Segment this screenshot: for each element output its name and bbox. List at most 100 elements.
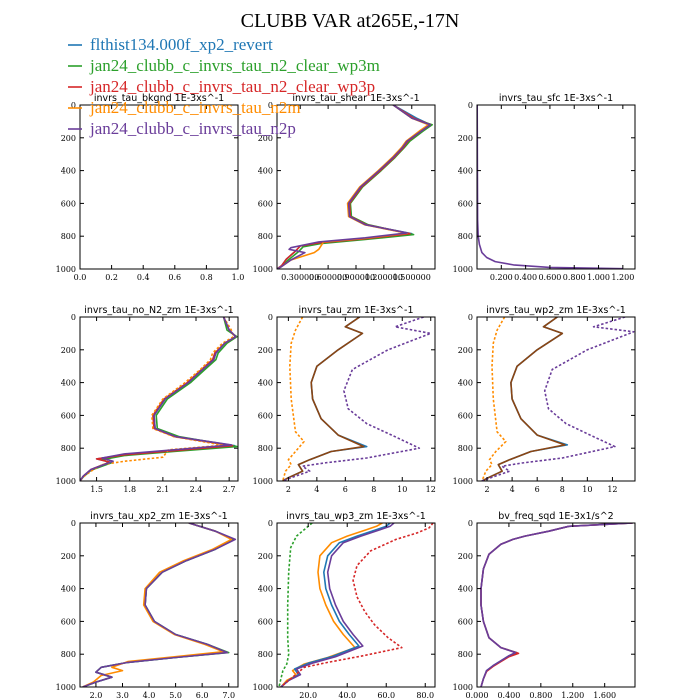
y-tick-label: 0: [468, 519, 473, 528]
y-tick-label: 800: [458, 444, 473, 453]
x-tick-label: 2: [484, 485, 489, 494]
y-tick-label: 1000: [453, 265, 473, 274]
panel-invrs-tau-zm: invrs_tau_zm 1E-3xs^-1 0 200 400 600 800 1000 2…: [253, 305, 436, 494]
panel-title: invrs_tau_shear 1E-3xs^-1: [292, 93, 419, 104]
x-tick-label: 2.0: [90, 691, 103, 700]
y-tick-label: 800: [458, 232, 473, 241]
series-line-1: [280, 523, 383, 687]
y-tick-label: 400: [458, 167, 473, 176]
series-line-0: [480, 523, 633, 687]
x-tick-label: 0.300000: [281, 273, 319, 282]
y-tick-label: 600: [61, 411, 76, 420]
panel-title: bv_freq_sqd 1E-3x1/s^2: [498, 511, 613, 522]
panel-invrs-tau-xp2-zm: invrs_tau_xp2_zm 1E-3xs^-1 0 200 400 600 800 1…: [56, 511, 239, 700]
series-line-0: [278, 523, 313, 687]
legend-entry: jan24_clubb_c_invrs_tau_n2m: [89, 98, 301, 117]
x-tick-label: 3.0: [116, 691, 129, 700]
y-tick-label: 0: [468, 101, 473, 110]
x-tick-label: 1.0: [232, 273, 245, 282]
figure-title: CLUBB VAR at265E,-17N: [241, 10, 460, 32]
y-tick-label: 1000: [453, 477, 473, 486]
panel-title: invrs_tau_wp2_zm 1E-3xs^-1: [486, 305, 626, 316]
x-tick-label: 1.200: [611, 273, 634, 282]
y-tick-label: 1000: [253, 477, 273, 486]
legend-entry: flthist134.000f_xp2_revert: [90, 35, 273, 54]
series-line-1: [481, 317, 569, 481]
y-tick-label: 200: [61, 346, 76, 355]
series-line-0: [277, 105, 432, 269]
series-line-3: [280, 523, 395, 687]
x-tick-label: 0.0: [74, 273, 87, 282]
y-tick-label: 1000: [253, 265, 273, 274]
y-tick-label: 600: [258, 617, 273, 626]
series-line-2: [277, 105, 432, 269]
x-tick-label: 0.2: [105, 273, 118, 282]
x-tick-label: 12: [426, 485, 436, 494]
y-tick-label: 400: [61, 167, 76, 176]
y-tick-label: 200: [458, 346, 473, 355]
series-line-3: [277, 105, 430, 269]
panel-title: invrs_tau_bkgnd 1E-3xs^-1: [94, 93, 224, 104]
plot-frame: [79, 522, 239, 688]
x-tick-label: 80.0: [416, 691, 434, 700]
legend: flthist134.000f_xp2_revert jan24_clubb_c_…: [68, 35, 380, 138]
plot-frame: [79, 104, 239, 270]
x-tick-label: 7.0: [222, 691, 235, 700]
series-line-4: [80, 317, 237, 481]
x-tick-label: 4.0: [143, 691, 156, 700]
x-tick-label: 0.400: [514, 273, 537, 282]
legend-entry: jan24_clubb_c_invrs_tau_n2p: [89, 119, 296, 138]
y-tick-label: 0: [71, 101, 76, 110]
x-tick-label: 0.400: [497, 691, 520, 700]
x-tick-label: 1.5: [90, 485, 103, 494]
series-line-0: [82, 523, 235, 687]
series-line-2: [480, 523, 633, 687]
y-tick-label: 0: [268, 101, 273, 110]
y-tick-label: 1000: [56, 477, 76, 486]
x-tick-label: 6: [343, 485, 348, 494]
series-line-1: [282, 317, 368, 481]
panel-invrs-tau-wp3-zm: invrs_tau_wp3_zm 1E-3xs^-1 0 200 400 600 800 1…: [253, 511, 436, 700]
x-tick-label: 0.800: [529, 691, 552, 700]
y-tick-label: 600: [258, 411, 273, 420]
series-line-2: [282, 317, 365, 481]
y-tick-label: 800: [61, 650, 76, 659]
series-line-1: [480, 523, 633, 687]
x-tick-label: 0.4: [137, 273, 150, 282]
y-tick-label: 200: [458, 134, 473, 143]
y-tick-label: 600: [458, 199, 473, 208]
series-line-0: [477, 105, 623, 269]
x-tick-label: 1.000: [587, 273, 610, 282]
x-tick-label: 10: [397, 485, 407, 494]
x-tick-label: 1.600: [593, 691, 616, 700]
y-tick-label: 400: [458, 585, 473, 594]
legend-entry: jan24_clubb_c_invrs_tau_n2_clear_wp3m: [89, 56, 380, 75]
series-line-0: [481, 317, 507, 481]
plot-frame: [476, 104, 636, 270]
y-tick-label: 400: [258, 585, 273, 594]
y-tick-label: 400: [458, 379, 473, 388]
x-tick-label: 40.0: [338, 691, 356, 700]
plot-frame: [79, 316, 239, 482]
x-tick-label: 0.600: [538, 273, 561, 282]
x-tick-label: 0.6: [168, 273, 181, 282]
y-tick-label: 0: [71, 313, 76, 322]
y-tick-label: 600: [258, 199, 273, 208]
x-tick-label: 0.000: [466, 691, 489, 700]
y-tick-label: 400: [258, 167, 273, 176]
x-tick-label: 2.4: [190, 485, 203, 494]
series-line-4: [277, 105, 432, 269]
x-tick-label: 1.200: [561, 691, 584, 700]
y-tick-label: 0: [71, 519, 76, 528]
y-tick-label: 800: [61, 444, 76, 453]
series-line-2: [80, 317, 237, 481]
x-tick-label: 6: [535, 485, 540, 494]
x-tick-label: 2.7: [223, 485, 236, 494]
x-tick-label: 4: [314, 485, 319, 494]
y-tick-label: 400: [258, 379, 273, 388]
x-tick-label: 10: [582, 485, 592, 494]
panel-invrs-tau-bkgnd: invrs_tau_bkgnd 1E-3xs^-1 0 200 400 600 800 10…: [56, 93, 245, 282]
series-line-2: [280, 523, 391, 687]
y-tick-label: 0: [268, 519, 273, 528]
